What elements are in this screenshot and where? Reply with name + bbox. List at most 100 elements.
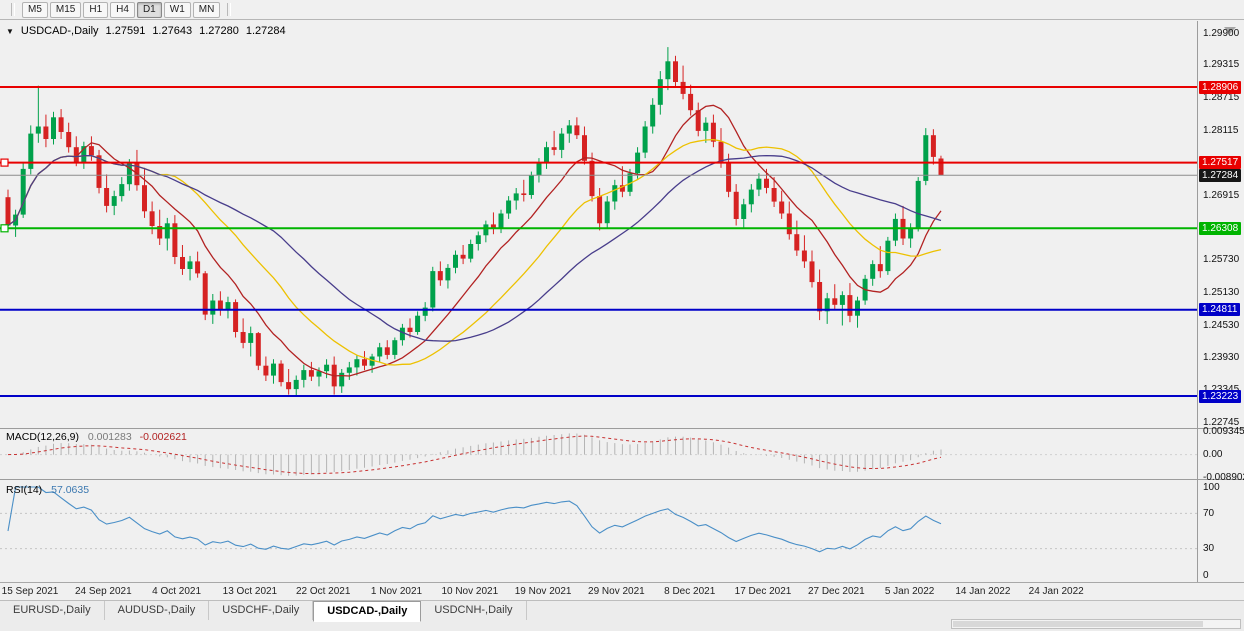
candle-body — [809, 261, 815, 283]
rsi-label: RSI(14) 57.0635 — [6, 484, 89, 496]
tab-label: USDCNH-,Daily — [434, 604, 513, 616]
candle-body — [384, 347, 390, 355]
chart-shift-marker — [1224, 27, 1236, 34]
time-axis-label: 1 Nov 2021 — [370, 586, 423, 597]
tab-usdchf-daily[interactable]: USDCHF-,Daily — [209, 601, 314, 620]
timeframe-h4-button[interactable]: H4 — [110, 1, 135, 18]
ma-21-line — [7, 138, 942, 366]
candle-body — [66, 132, 72, 148]
candle-body — [172, 223, 178, 257]
candle-body — [915, 180, 921, 228]
candle-body — [346, 367, 352, 373]
time-axis-label: 27 Dec 2021 — [807, 586, 865, 597]
horizontal-scrollbar[interactable] — [951, 619, 1241, 629]
line-anchor-marker[interactable] — [0, 158, 9, 167]
candle-body — [544, 147, 549, 163]
symbol-dropdown-icon: ▼ — [6, 26, 14, 36]
candle-body — [104, 188, 110, 206]
candle-body — [399, 327, 405, 341]
candle-body — [225, 302, 231, 311]
candle-body — [316, 371, 322, 377]
candle-body — [877, 264, 883, 272]
candle-body — [771, 188, 777, 202]
timeframe-mn-button[interactable]: MN — [192, 1, 221, 18]
candle-body — [377, 347, 383, 357]
candle-body — [756, 178, 762, 190]
candle-body — [764, 178, 769, 188]
candle-body — [824, 298, 830, 312]
tab-usdcad-daily[interactable]: USDCAD-,Daily — [313, 601, 422, 622]
macd-signal-line — [7, 435, 942, 475]
tab-usdcnh-daily[interactable]: USDCNH-,Daily — [421, 601, 527, 620]
candle-body — [324, 364, 330, 372]
candle-body — [726, 162, 732, 192]
timeframe-h1-button[interactable]: H1 — [83, 1, 109, 18]
candle-body — [930, 135, 936, 157]
candle-body — [134, 163, 140, 186]
candle-body — [445, 267, 451, 281]
candle-body — [892, 218, 898, 241]
candle-body — [28, 133, 34, 169]
candle-body — [43, 126, 49, 139]
timeframe-w1-button[interactable]: W1 — [163, 1, 191, 18]
time-axis-label: 19 Nov 2021 — [514, 586, 572, 597]
candle-body — [164, 223, 170, 239]
candle-body — [5, 197, 11, 226]
candle-body — [847, 295, 853, 316]
tab-label: USDCHF-,Daily — [222, 604, 300, 616]
tab-label: USDCAD-,Daily — [327, 605, 408, 617]
candle-body — [149, 211, 155, 226]
timeframe-m5-button[interactable]: M5 — [22, 1, 48, 18]
time-axis-label: 8 Dec 2021 — [664, 586, 716, 597]
candle-body — [650, 104, 656, 127]
ohlc-high: 1.27643 — [152, 25, 193, 37]
candle-body — [703, 122, 709, 131]
candle-body — [710, 122, 716, 142]
candle-body — [187, 261, 193, 269]
tab-eurusd-daily[interactable]: EURUSD-,Daily — [0, 601, 105, 620]
candle-body — [119, 184, 125, 197]
time-axis-label: 13 Oct 2021 — [222, 586, 278, 597]
time-axis-label: 15 Sep 2021 — [1, 586, 59, 597]
candle-body — [422, 307, 428, 316]
candle-body — [210, 300, 216, 315]
candle-body — [453, 254, 458, 268]
candle-body — [870, 264, 876, 279]
candle-body — [817, 282, 823, 312]
candle-body — [58, 117, 64, 132]
candle-body — [278, 363, 284, 383]
tab-label: EURUSD-,Daily — [13, 604, 91, 616]
candle-body — [248, 333, 254, 343]
candle-body — [794, 234, 800, 251]
candle-body — [688, 93, 694, 111]
time-axis-label: 24 Sep 2021 — [74, 586, 132, 597]
candle-body — [157, 226, 163, 239]
candle-body — [908, 227, 914, 239]
candle-body — [475, 235, 481, 244]
time-axis-label: 29 Nov 2021 — [588, 586, 645, 597]
tab-audusd-daily[interactable]: AUDUSD-,Daily — [105, 601, 210, 620]
candle-body — [718, 141, 724, 163]
candle-body — [498, 213, 504, 229]
candle-body — [233, 302, 239, 332]
candle-body — [657, 79, 663, 105]
candle-body — [88, 146, 94, 156]
time-axis-label: 4 Oct 2021 — [152, 586, 202, 597]
chart-symbol: USDCAD-,Daily — [20, 25, 99, 37]
scrollbar-thumb[interactable] — [953, 621, 1203, 627]
candle-body — [673, 61, 678, 82]
timeframe-m15-button[interactable]: M15 — [49, 1, 82, 18]
candle-body — [741, 204, 747, 219]
line-anchor-marker[interactable] — [0, 224, 9, 233]
candle-body — [240, 332, 246, 343]
toolbar-grip[interactable] — [11, 3, 15, 16]
timeframe-d1-button[interactable]: D1 — [136, 1, 162, 18]
candle-body — [354, 359, 360, 368]
candle-body — [612, 185, 618, 202]
candle-body — [460, 254, 466, 259]
candle-body — [111, 196, 117, 206]
candle-body — [923, 135, 929, 181]
rsi-value: 57.0635 — [51, 484, 90, 496]
candle-body — [528, 175, 534, 195]
